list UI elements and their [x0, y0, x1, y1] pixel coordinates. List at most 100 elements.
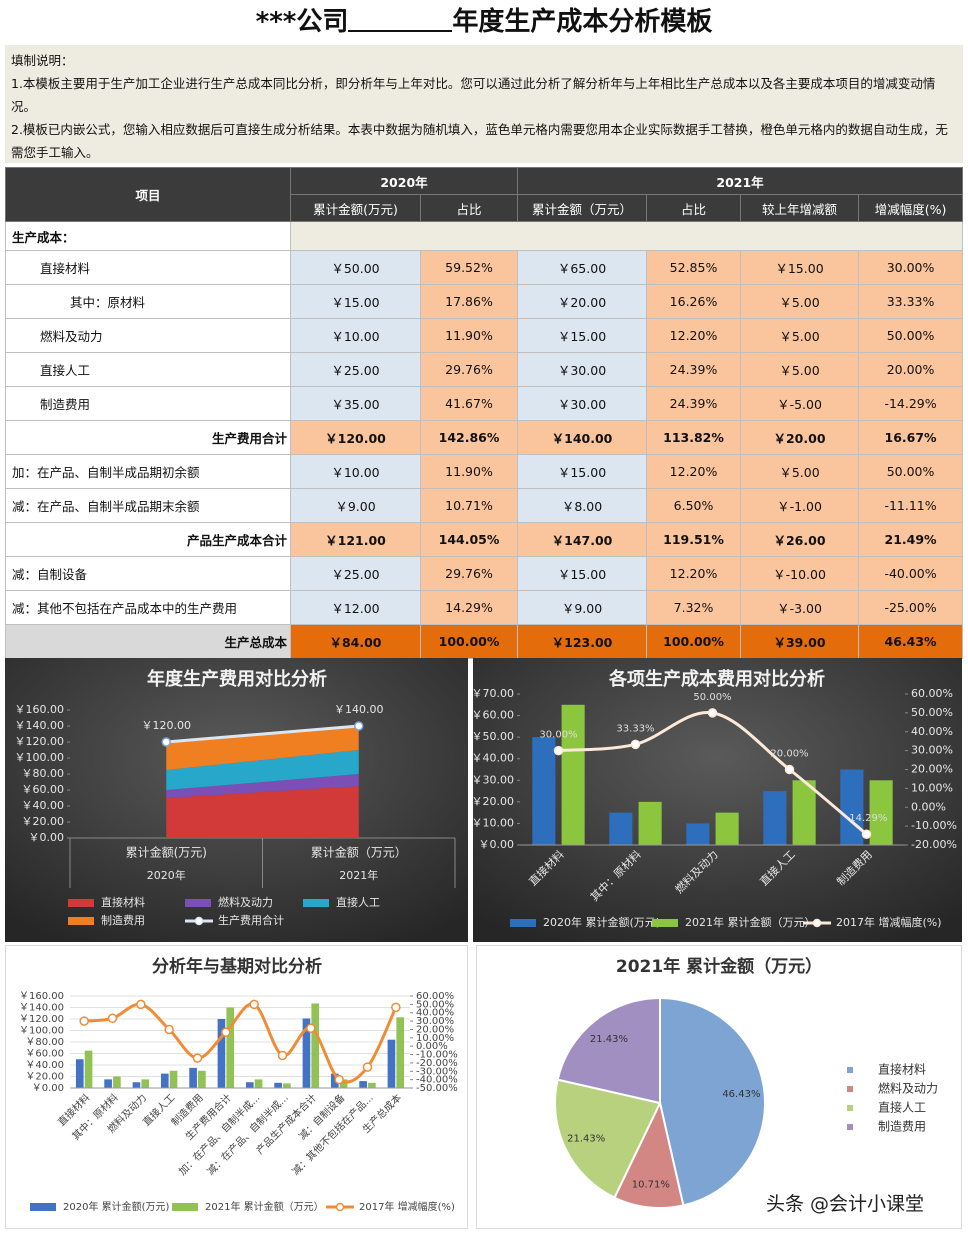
chart-title: 分析年与基期对比分析: [152, 956, 322, 977]
cell-value: 144.05%: [419, 522, 519, 557]
instructions-heading: 填制说明：: [11, 53, 74, 68]
cell-value: ￥15.00: [517, 318, 648, 353]
bar: [302, 1018, 311, 1088]
tick-label: ￥40.00: [472, 752, 515, 765]
section-label: 生产成本：: [5, 221, 291, 251]
cell-value: 21.49%: [858, 522, 964, 557]
legend-label: 燃料及动力: [218, 895, 273, 909]
bar: [396, 1017, 405, 1088]
category-label: 累计金额（万元）: [311, 845, 407, 860]
bar: [869, 780, 893, 845]
cell-value: 29.76%: [419, 352, 519, 387]
cell-value: ￥12.00: [290, 590, 421, 625]
cell-value: ￥8.00: [517, 488, 648, 523]
tick-label: ￥60.00: [25, 1049, 64, 1060]
cell-value: 16.67%: [858, 420, 964, 455]
bar: [561, 704, 585, 845]
legend-label: 制造费用: [101, 913, 145, 927]
cell-value: 24.39%: [646, 352, 742, 387]
tick-label: 0.00%: [911, 800, 946, 813]
line-marker: [192, 1053, 203, 1063]
instruction-line: 2.模板已内嵌公式，您输入相应数据后可直接生成分析结果。本表中数据为随机填入，蓝…: [11, 122, 948, 160]
cell-value: -40.00%: [858, 556, 964, 591]
cell-value: -11.11%: [858, 488, 964, 523]
line-marker: [249, 999, 259, 1010]
cell-value: 11.90%: [419, 454, 519, 489]
cell-value: ￥-10.00: [740, 556, 860, 591]
tick-label: 50.00%: [416, 999, 454, 1010]
chart-title: 年度生产费用对比分析: [147, 668, 327, 690]
cell-value: ￥10.00: [290, 318, 421, 353]
cell-value: 16.26%: [646, 284, 742, 319]
data-label: 10.71%: [632, 1179, 670, 1190]
category-label: 累计金额(万元): [126, 845, 207, 860]
bar: [189, 1067, 197, 1088]
column-header: 较上年增减额: [740, 194, 860, 222]
legend-swatch: [510, 919, 536, 927]
bar: [792, 780, 816, 845]
table-row: 制造费用 ￥35.00 41.67% ￥30.00 24.39% ￥-5.00 -14.29…: [5, 386, 964, 421]
bar: [763, 791, 787, 845]
legend-swatch: [303, 899, 329, 907]
tick-label: ￥80.00: [25, 1037, 64, 1048]
legend-swatch: [847, 1067, 853, 1073]
bar: [609, 812, 633, 845]
tick-label: ￥120.00: [15, 735, 65, 748]
legend-label: 2021年 累计金额（万元）: [205, 1200, 324, 1213]
legend-label: 2020年 累计金额(万元): [63, 1200, 170, 1213]
cell-value: ￥20.00: [517, 284, 648, 319]
tick-label: ￥140.00: [19, 1003, 64, 1014]
cell-value: ￥9.00: [517, 590, 648, 625]
bar: [245, 1082, 254, 1088]
cell-value: ￥15.00: [517, 556, 648, 591]
data-label: 20.00%: [770, 749, 808, 760]
cell-value: 12.20%: [646, 556, 742, 591]
cell-value: 100.00%: [419, 624, 519, 659]
pie-slice: [556, 996, 661, 1105]
charts: 头条 @会计小课堂 年度生产费用对比分析￥0.00￥20.00￥40.00￥60…: [5, 658, 962, 1229]
row-label: 生产费用合计: [5, 420, 291, 455]
row-label: 减：其他不包括在产品成本中的生产费用: [5, 590, 291, 625]
tick-label: 30.00%: [911, 744, 953, 757]
data-label: 46.43%: [722, 1089, 760, 1100]
bar: [84, 1050, 93, 1088]
cell-value: ￥5.00: [740, 352, 860, 387]
cell-value: 10.71%: [419, 488, 519, 523]
title-prefix: ***公司: [255, 7, 349, 37]
legend-label: 生产费用合计: [218, 913, 284, 927]
row-label: 减：自制设备: [5, 556, 291, 591]
cell-value: 12.20%: [646, 318, 742, 353]
line-marker: [161, 737, 171, 747]
bar: [160, 1073, 169, 1088]
cell-value: ￥20.00: [740, 420, 860, 455]
tick-label: ￥0.00: [29, 831, 65, 844]
bar: [311, 1003, 320, 1088]
data-label: ￥140.00: [334, 703, 384, 716]
line-marker: [221, 1027, 231, 1037]
cell-value: 30.00%: [858, 250, 964, 285]
line-marker: [362, 1062, 373, 1072]
watermark: 头条 @会计小课堂: [766, 1193, 924, 1215]
tick-label: -40.00%: [416, 1075, 458, 1086]
cell-value: 119.51%: [646, 522, 742, 557]
line-marker: [784, 764, 795, 775]
tick-label: ￥60.00: [472, 709, 515, 722]
cell-value: ￥65.00: [517, 250, 648, 285]
bar: [217, 1019, 226, 1088]
area: [166, 786, 359, 838]
chart-title: 各项生产成本费用对比分析: [608, 668, 825, 690]
data-label: 21.43%: [590, 1034, 628, 1045]
table-row: 减：自制设备 ￥25.00 29.76% ￥15.00 12.20% ￥-10.00 -40…: [5, 556, 964, 591]
cell-value: 6.50%: [646, 488, 742, 523]
tick-label: ￥120.00: [19, 1014, 64, 1025]
column-header: 占比: [419, 194, 519, 222]
legend-marker: [812, 918, 822, 928]
legend-label: 直接材料: [878, 1062, 926, 1077]
bar: [254, 1079, 263, 1088]
table-row: 产品生产成本合计 ￥121.00 144.05% ￥147.00 119.51% ￥26.…: [5, 522, 964, 557]
tick-label: 10.00%: [911, 781, 953, 794]
area: [166, 726, 359, 770]
row-label: 其中：原材料: [5, 284, 291, 319]
tick-label: 40.00%: [911, 725, 953, 738]
cell-value: 29.76%: [419, 556, 519, 591]
